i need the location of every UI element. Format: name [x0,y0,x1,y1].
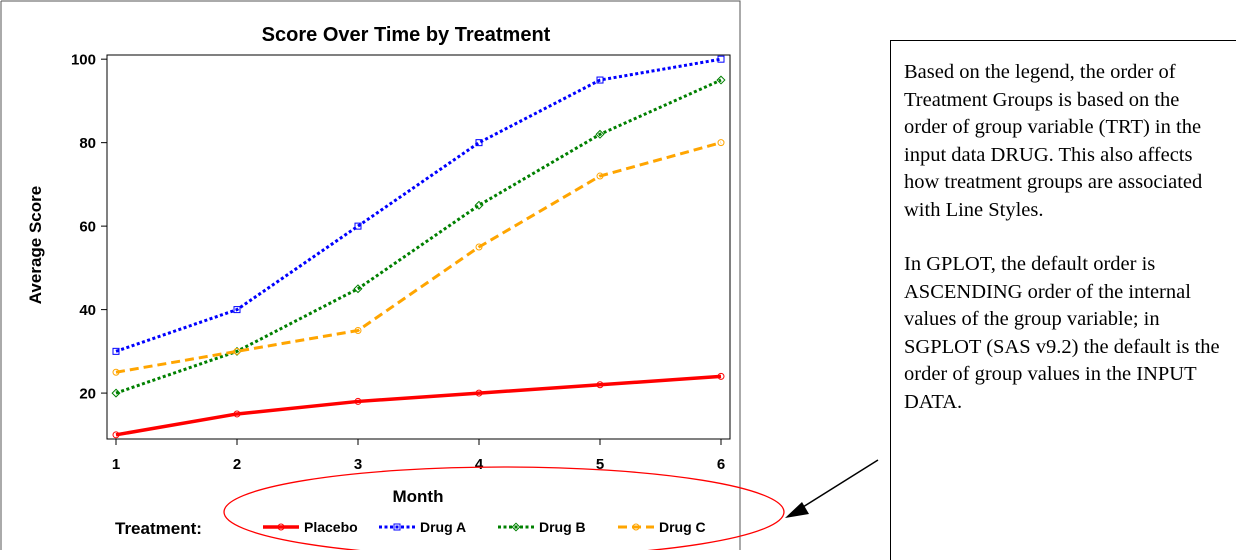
series-line [115,374,722,437]
data-point [354,397,362,405]
legend-highlight-ellipse [223,466,785,550]
series-placebo [112,372,725,439]
annotation-note-box: Based on the legend, the order of Treatm… [890,40,1236,560]
series-drug-c [112,139,725,376]
series-line [115,78,722,395]
x-tick-label: 6 [717,456,725,473]
data-point [233,306,241,314]
data-point [716,75,726,85]
legend-entry: Placebo [263,519,358,535]
data-point [596,76,604,84]
legend-marker [632,523,640,531]
series-drug-b [111,75,726,398]
legend-entry: Drug B [498,519,586,535]
x-axis-label: Month [393,487,444,506]
data-point [717,55,725,63]
y-tick-label: 20 [79,386,96,403]
data-point [112,431,120,439]
data-point [111,388,121,398]
data-point [475,139,483,147]
y-tick-label: 60 [79,219,96,236]
data-point [354,222,362,230]
data-point [717,139,725,147]
y-axis: 20 40 60 80 100 [71,52,107,403]
data-point [112,368,120,376]
x-tick-label: 3 [354,456,362,473]
data-point [353,284,363,294]
series-drug-a [112,55,725,355]
figure-frame [0,0,741,550]
y-axis-label: Average Score [26,186,45,304]
data-point [474,200,484,210]
x-tick-label: 5 [596,456,604,473]
series-line [115,57,722,353]
series-layer [111,55,726,439]
data-point [233,410,241,418]
data-point [475,389,483,397]
annotation-arrowhead [785,502,809,518]
data-point [112,347,120,355]
data-point [596,381,604,389]
x-tick-label: 4 [475,456,484,473]
data-point [596,172,604,180]
x-tick-label: 2 [233,456,241,473]
y-tick-label: 100 [71,52,96,69]
legend-label: Drug A [420,519,466,535]
legend-entry: Drug C [618,519,706,535]
data-point [475,243,483,251]
series-line [115,141,722,374]
data-point [717,372,725,380]
note-paragraph: Based on the legend, the order of Treatm… [904,61,1203,221]
y-tick-label: 80 [79,135,96,152]
legend: Treatment: Placebo Drug A Drug B Drug C [115,519,706,538]
data-point [233,347,241,355]
note-paragraph: In GPLOT, the default order is ASCENDING… [904,253,1220,413]
legend-marker [511,522,521,532]
legend-label: Drug C [659,519,706,535]
legend-marker [393,523,401,531]
legend-entry: Drug A [379,519,466,535]
legend-marker [277,523,285,531]
x-tick-label: 1 [112,456,120,473]
legend-label: Drug B [539,519,586,535]
data-point [354,326,362,334]
y-tick-label: 40 [79,302,96,319]
annotation-arrow-shaft [794,459,879,513]
chart-title: Score Over Time by Treatment [262,24,551,46]
x-axis: 1 2 3 4 5 6 [112,439,725,473]
data-point [595,129,605,139]
legend-label: Placebo [304,519,358,535]
plot-area [106,54,731,440]
legend-title: Treatment: [115,519,202,538]
